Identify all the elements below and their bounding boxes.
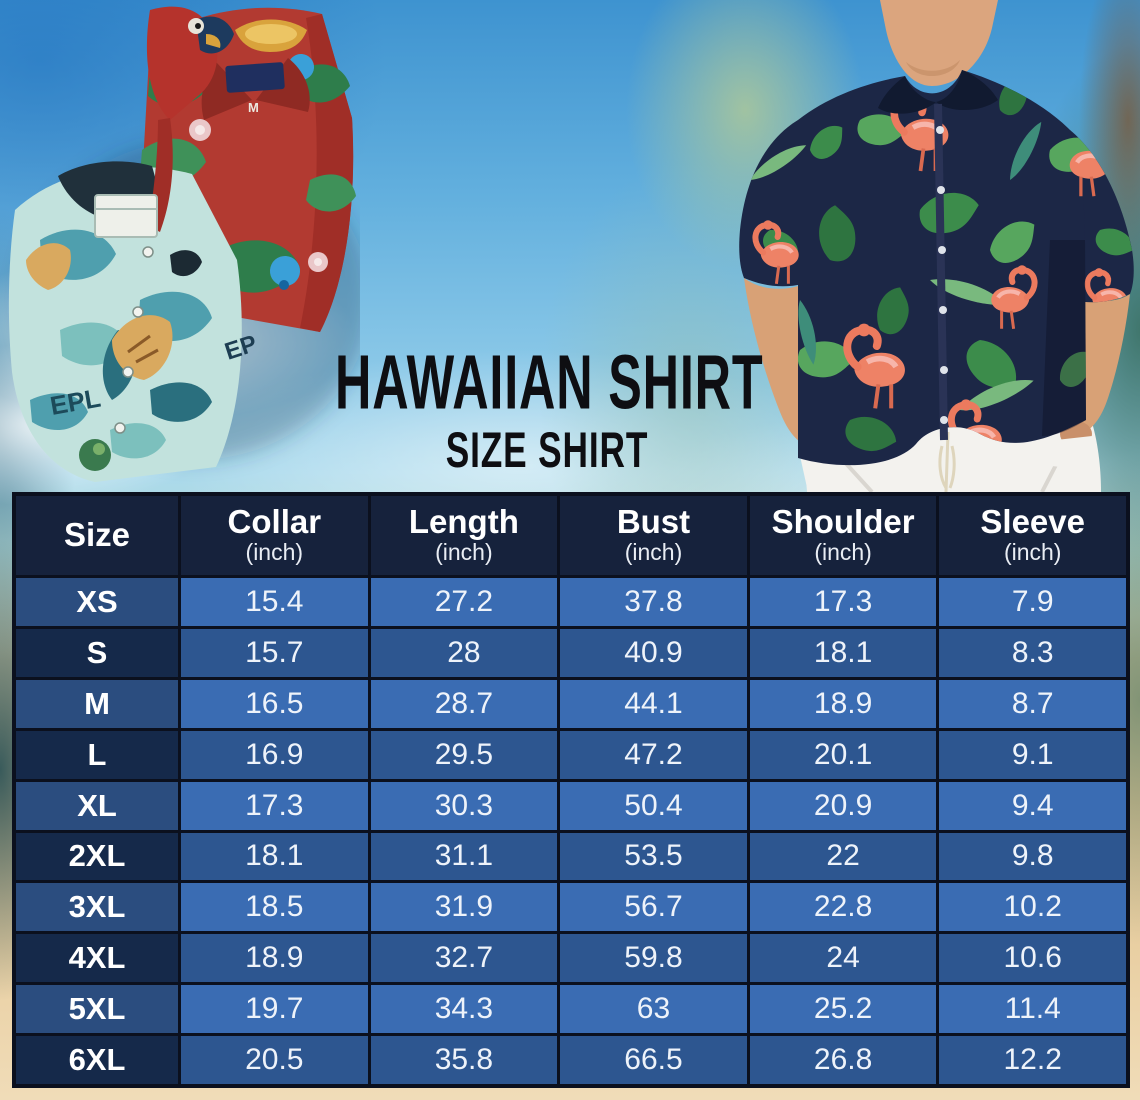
size-cell-s: S [16, 628, 178, 677]
flamingo-shirt [739, 70, 1134, 466]
column-unit: (inch) [1003, 539, 1062, 566]
value-cell: 22 [749, 832, 937, 881]
value-cell: 7.9 [939, 578, 1126, 626]
value-cell: 29.5 [370, 730, 558, 779]
value-cell: 35.8 [370, 1036, 558, 1084]
value-cell: 9.4 [939, 781, 1126, 830]
value-cell: 24 [749, 934, 937, 983]
value-cell: 19.7 [181, 985, 368, 1034]
size-cell-6xl: 6XL [16, 1036, 178, 1084]
value-cell: 47.2 [560, 730, 747, 779]
butterfly-print [170, 250, 202, 277]
size-cell-l: L [16, 730, 178, 779]
col-header-bust: Bust (inch) [560, 496, 747, 575]
value-cell: 40.9 [560, 628, 747, 677]
column-unit: (inch) [245, 539, 304, 566]
value-cell: 53.5 [560, 832, 747, 881]
size-chart-table: Size Collar (inch) Length (inch) Bust (inch… [12, 492, 1130, 1088]
value-cell: 10.2 [939, 883, 1126, 932]
value-cell: 20.1 [749, 730, 937, 779]
value-cell: 27.2 [370, 578, 558, 626]
size-cell-xs: XS [16, 578, 178, 626]
hibiscus-print [112, 315, 173, 380]
column-label: Size [63, 516, 131, 554]
value-cell: 28 [370, 628, 558, 677]
value-cell: 16.9 [181, 730, 368, 779]
value-cell: 16.5 [181, 679, 368, 728]
column-label: Length [408, 502, 519, 540]
value-cell: 12.2 [939, 1036, 1126, 1084]
column-label: Collar [227, 502, 322, 540]
col-header-size: Size [16, 496, 178, 575]
value-cell: 22.8 [749, 883, 937, 932]
size-cell-5xl: 5XL [16, 985, 178, 1034]
value-cell: 44.1 [560, 679, 747, 728]
col-header-collar: Collar (inch) [181, 496, 368, 575]
value-cell: 31.9 [370, 883, 558, 932]
column-label: Bust [616, 502, 691, 540]
column-label: Shoulder [771, 502, 915, 540]
model-photo [739, 0, 1134, 492]
value-cell: 50.4 [560, 781, 747, 830]
collar-care-tag [225, 62, 285, 93]
value-cell: 20.5 [181, 1036, 368, 1084]
col-header-sleeve: Sleeve (inch) [939, 496, 1126, 575]
value-cell: 8.7 [939, 679, 1126, 728]
value-cell: 30.3 [370, 781, 558, 830]
column-unit: (inch) [435, 539, 493, 566]
size-cell-m: M [16, 679, 178, 728]
value-cell: 11.4 [939, 985, 1126, 1034]
value-cell: 9.8 [939, 832, 1126, 881]
value-cell: 10.6 [939, 934, 1126, 983]
value-cell: 18.9 [181, 934, 368, 983]
column-unit: (inch) [624, 539, 683, 566]
value-cell: 9.1 [939, 730, 1126, 779]
page-title: HAWAIIAN SHIRT [335, 340, 764, 426]
value-cell: 37.8 [560, 578, 747, 626]
value-cell: 15.4 [181, 578, 368, 626]
page-subtitle: SIZE SHIRT [445, 421, 649, 478]
shirt-size-tag-text: M [248, 100, 259, 115]
size-cell-xl: XL [16, 781, 178, 830]
placket [934, 103, 948, 441]
size-cell-2xl: 2XL [16, 832, 178, 881]
col-header-shoulder: Shoulder (inch) [749, 496, 937, 575]
value-cell: 18.1 [181, 832, 368, 881]
value-cell: 20.9 [749, 781, 937, 830]
title-block: HAWAIIAN SHIRT SIZE SHIRT [282, 340, 812, 475]
size-cell-3xl: 3XL [16, 883, 178, 932]
col-header-length: Length (inch) [370, 496, 558, 575]
model-neck [880, 0, 998, 86]
value-cell: 18.9 [749, 679, 937, 728]
value-cell: 15.7 [181, 628, 368, 677]
folded-shirts-photo: M EP [8, 6, 360, 482]
column-unit: (inch) [814, 539, 872, 566]
value-cell: 31.1 [370, 832, 558, 881]
value-cell: 66.5 [560, 1036, 747, 1084]
value-cell: 63 [560, 985, 747, 1034]
value-cell: 25.2 [749, 985, 937, 1034]
value-cell: 34.3 [370, 985, 558, 1034]
value-cell: 8.3 [939, 628, 1126, 677]
value-cell: 17.3 [181, 781, 368, 830]
value-cell: 17.3 [749, 578, 937, 626]
value-cell: 32.7 [370, 934, 558, 983]
chest-pocket [94, 194, 158, 238]
value-cell: 59.8 [560, 934, 747, 983]
column-label: Sleeve [980, 502, 1085, 540]
value-cell: 26.8 [749, 1036, 937, 1084]
teal-hawaiian-shirt: EPL EP [8, 6, 260, 482]
size-cell-4xl: 4XL [16, 934, 178, 983]
value-cell: 18.5 [181, 883, 368, 932]
value-cell: 56.7 [560, 883, 747, 932]
value-cell: 18.1 [749, 628, 937, 677]
collar [878, 76, 936, 114]
value-cell: 28.7 [370, 679, 558, 728]
